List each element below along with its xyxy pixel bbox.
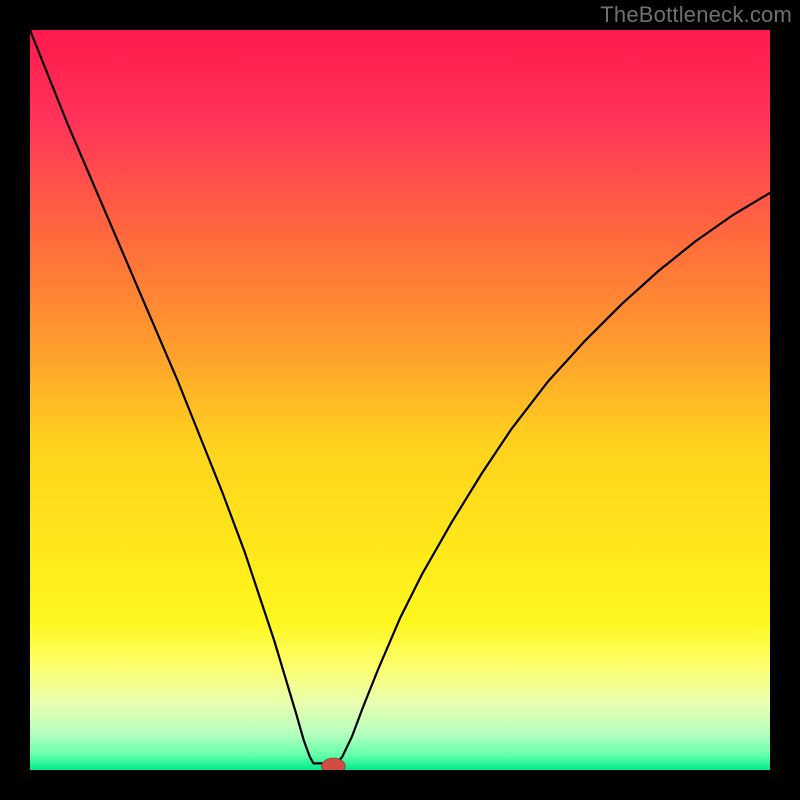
chart-svg [30, 30, 770, 770]
watermark-text: TheBottleneck.com [600, 2, 792, 28]
gradient-background [30, 30, 770, 770]
plot-area [30, 30, 770, 770]
chart-container: { "watermark": { "text": "TheBottleneck.… [0, 0, 800, 800]
